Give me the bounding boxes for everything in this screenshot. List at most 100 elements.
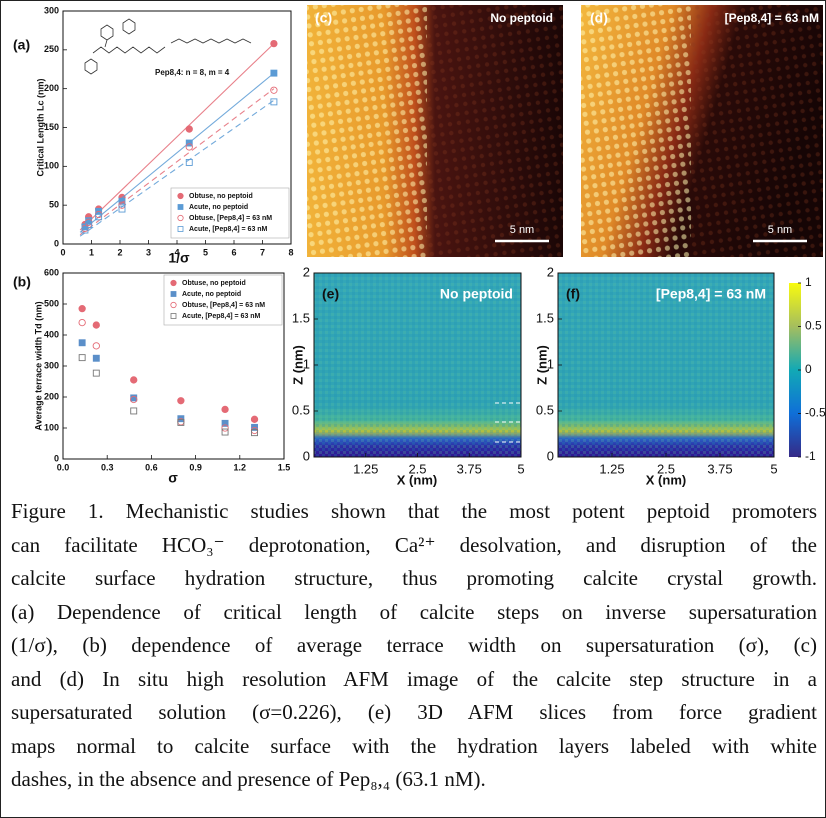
y-tick-label: 0.5: [292, 402, 310, 417]
y-axis-label: Critical Length Lc (nm): [35, 78, 45, 176]
legend-marker: [170, 279, 177, 287]
x-tick-label: 2.5: [408, 461, 426, 476]
panel-label: (d): [590, 10, 608, 26]
data-point: [78, 318, 86, 327]
caption-line: supersaturated solution (σ=0.226), (e) 3…: [11, 700, 817, 724]
x-tick-label: 1.25: [599, 461, 624, 476]
x-tick-label: 7: [260, 247, 265, 257]
x-tick-label: 0.9: [189, 462, 202, 472]
y-tick-label: 0: [547, 448, 554, 463]
axes-frame: [313, 272, 522, 458]
legend-marker: [170, 301, 177, 309]
scale-bar-label: 5 nm: [768, 224, 792, 236]
panel-label: (b): [13, 274, 31, 290]
data-point: [118, 205, 126, 213]
data-point: [221, 428, 229, 436]
legend-marker: [177, 226, 184, 232]
x-tick-label: 0.3: [101, 462, 114, 472]
y-tick-label: 1.5: [536, 310, 554, 325]
data-point: [95, 213, 103, 221]
y-tick-label: 1.5: [292, 310, 310, 325]
y-axis-label: Average terrace width Td (nm): [33, 301, 43, 430]
panel-label: (e): [322, 286, 339, 302]
data-point: [270, 69, 278, 77]
y-tick-label: 0: [54, 453, 59, 463]
y-tick-label: 2: [303, 264, 310, 279]
x-tick-label: 2: [117, 247, 122, 257]
fit-line: [79, 43, 275, 231]
legend-marker: [177, 214, 184, 222]
panel-label: (c): [315, 10, 332, 26]
data-point: [221, 405, 229, 414]
image-title: [Pep8,4] = 63 nM: [725, 11, 819, 25]
scale-bar-label: 5 nm: [510, 224, 534, 236]
caption-line: (a) Dependence of critical length of cal…: [11, 599, 817, 624]
data-point: [270, 86, 278, 94]
legend-label: Obtuse, [Pep8,4] = 63 nM: [189, 215, 272, 222]
data-point: [85, 217, 93, 225]
caption-line: maps normal to calcite surface with the …: [11, 733, 817, 758]
legend-label: Acute, [Pep8,4] = 63 nM: [189, 226, 268, 233]
y-tick-label: 600: [44, 267, 59, 277]
y-tick-label: 0: [303, 448, 310, 463]
data-point: [185, 158, 193, 166]
annotation: Pep8,4: n = 8, m = 4: [155, 68, 230, 77]
caption-line: and (d) In situ high resolution AFM imag…: [11, 666, 817, 691]
x-tick-label: 3.75: [457, 461, 482, 476]
x-tick-label: 0: [60, 247, 65, 257]
y-tick-label: 1: [303, 356, 310, 371]
colorbar-tick-label: 1: [805, 275, 812, 289]
data-point: [92, 354, 100, 362]
caption-line: Figure 1. Mechanistic studies shown that…: [11, 499, 817, 523]
data-point: [185, 143, 193, 151]
axes-frame: [62, 10, 292, 245]
y-tick-label: 1: [547, 356, 554, 371]
y-tick-label: 200: [44, 83, 59, 93]
data-point: [177, 397, 185, 405]
caption-line: (1/σ), (b) dependence of average terrace…: [11, 633, 817, 657]
afm-image-c: [307, 5, 563, 257]
afm-image-d: [581, 5, 823, 257]
data-point: [78, 354, 86, 362]
x-tick-label: 3: [146, 247, 151, 257]
data-point: [92, 369, 100, 377]
y-tick-label: 200: [44, 391, 59, 401]
x-tick-label: 2.5: [657, 461, 675, 476]
y-tick-label: 100: [44, 422, 59, 432]
legend-marker: [177, 204, 184, 210]
x-tick-label: 8: [288, 247, 293, 257]
data-point: [177, 418, 185, 426]
fit-line: [79, 88, 275, 236]
colorbar-tick-label: 0.5: [805, 319, 822, 333]
legend-marker: [170, 313, 177, 319]
data-point: [251, 429, 258, 437]
data-point: [130, 407, 138, 415]
x-tick-label: 0.0: [57, 462, 70, 472]
x-axis-label: X (nm): [397, 472, 437, 487]
y-tick-label: 0.5: [536, 402, 554, 417]
x-tick-label: 1.2: [234, 462, 247, 472]
data-point: [270, 39, 278, 48]
legend-label: Obtuse, [Pep8,4] = 63 nM: [182, 302, 265, 309]
data-point: [221, 424, 229, 432]
data-point: [81, 226, 89, 234]
data-point: [92, 321, 100, 329]
data-point: [130, 376, 138, 384]
x-tick-label: 6: [231, 247, 236, 257]
y-tick-label: 400: [44, 329, 59, 339]
x-tick-label: 5: [770, 461, 777, 476]
caption: Figure 1. Mechanistic studies shown that…: [11, 495, 817, 797]
panel-title: No peptoid: [440, 286, 513, 302]
y-tick-label: 300: [44, 360, 59, 370]
x-tick-label: 1: [89, 247, 94, 257]
legend-label: Acute, [Pep8,4] = 63 nM: [182, 313, 261, 320]
fit-line: [79, 72, 275, 233]
legend-label: Obtuse, no peptoid: [189, 193, 253, 200]
x-tick-label: 0.6: [145, 462, 158, 472]
hydration-layer-dashes: [495, 402, 541, 443]
colorbar-tick-label: -1: [805, 449, 816, 463]
y-tick-label: 100: [44, 161, 59, 171]
y-tick-label: 150: [44, 122, 59, 132]
x-axis-label: X (nm): [646, 472, 686, 487]
